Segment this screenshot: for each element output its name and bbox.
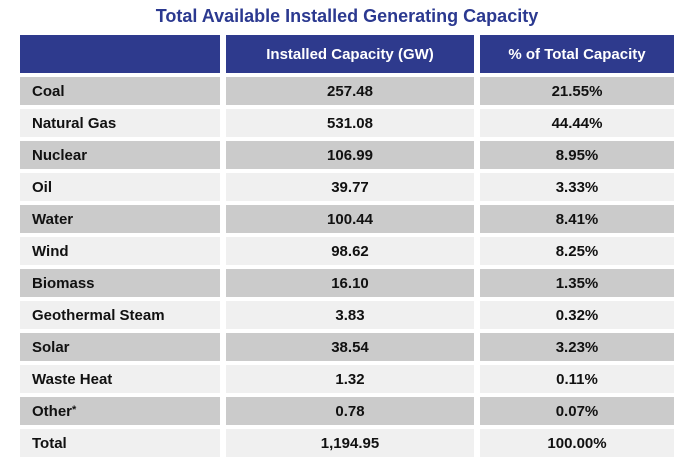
- row-label: Biomass: [20, 269, 220, 297]
- row-label: Other *: [20, 397, 220, 425]
- row-capacity-value: 100.44: [226, 205, 474, 233]
- row-capacity-value: 16.10: [226, 269, 474, 297]
- row-label: Coal: [20, 77, 220, 105]
- header-cell-percent-total: % of Total Capacity: [480, 35, 674, 73]
- row-capacity-value: 1.32: [226, 365, 474, 393]
- header-cell-installed-capacity: Installed Capacity (GW): [226, 35, 474, 73]
- row-percent-value: 8.95%: [480, 141, 674, 169]
- row-capacity-value: 39.77: [226, 173, 474, 201]
- row-percent-value: 100.00%: [480, 429, 674, 457]
- row-label: Wind: [20, 237, 220, 265]
- row-capacity-value: 98.62: [226, 237, 474, 265]
- row-label: Natural Gas: [20, 109, 220, 137]
- row-percent-value: 3.23%: [480, 333, 674, 361]
- row-capacity-value: 3.83: [226, 301, 474, 329]
- row-capacity-value: 106.99: [226, 141, 474, 169]
- row-label: Oil: [20, 173, 220, 201]
- row-label: Total: [20, 429, 220, 457]
- row-label: Water: [20, 205, 220, 233]
- row-label: Solar: [20, 333, 220, 361]
- row-capacity-value: 0.78: [226, 397, 474, 425]
- row-label: Waste Heat: [20, 365, 220, 393]
- row-capacity-value: 531.08: [226, 109, 474, 137]
- row-percent-value: 44.44%: [480, 109, 674, 137]
- row-label: Nuclear: [20, 141, 220, 169]
- row-label: Geothermal Steam: [20, 301, 220, 329]
- row-capacity-value: 1,194.95: [226, 429, 474, 457]
- row-percent-value: 3.33%: [480, 173, 674, 201]
- row-capacity-value: 38.54: [226, 333, 474, 361]
- row-percent-value: 8.25%: [480, 237, 674, 265]
- row-percent-value: 8.41%: [480, 205, 674, 233]
- row-percent-value: 21.55%: [480, 77, 674, 105]
- row-percent-value: 0.11%: [480, 365, 674, 393]
- capacity-table: Installed Capacity (GW) % of Total Capac…: [20, 35, 674, 457]
- header-cell-empty: [20, 35, 220, 73]
- page-title: Total Available Installed Generating Cap…: [155, 6, 539, 26]
- row-percent-value: 0.32%: [480, 301, 674, 329]
- row-capacity-value: 257.48: [226, 77, 474, 105]
- row-percent-value: 0.07%: [480, 397, 674, 425]
- row-percent-value: 1.35%: [480, 269, 674, 297]
